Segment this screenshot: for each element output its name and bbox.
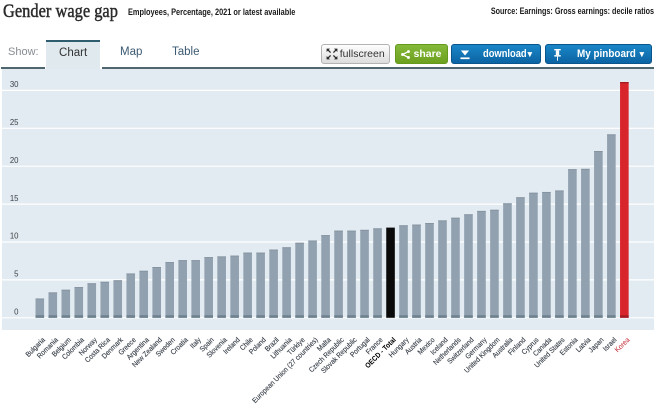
svg-text:5: 5	[14, 269, 19, 278]
svg-text:15: 15	[10, 193, 19, 202]
svg-text:10: 10	[10, 231, 19, 240]
svg-text:0: 0	[14, 307, 19, 316]
svg-text:20: 20	[10, 155, 19, 164]
svg-text:30: 30	[10, 80, 19, 89]
svg-text:Korea: Korea	[614, 336, 632, 354]
svg-text:Japan: Japan	[588, 336, 606, 354]
svg-text:25: 25	[10, 118, 19, 127]
